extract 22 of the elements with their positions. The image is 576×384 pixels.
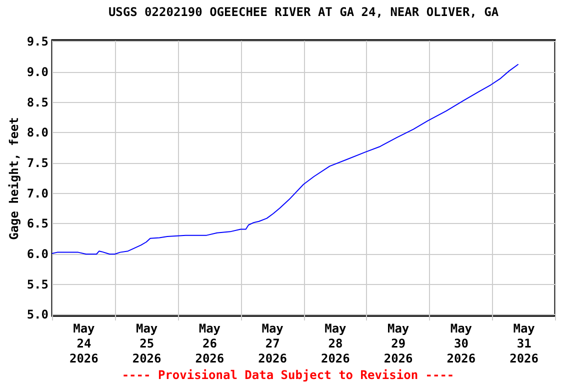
y-tick-label: 7.0 (26, 186, 48, 200)
x-tick-label: May 29 2026 (384, 322, 413, 366)
x-tick-label: May 31 2026 (510, 322, 539, 366)
y-tick-label: 6.5 (26, 216, 48, 231)
x-tick-label: May 26 2026 (195, 322, 224, 366)
text: ---- Provisional Data Subject to Revision ---- (120, 368, 456, 382)
y-tick-label: 9.5 (26, 34, 48, 49)
y-tick-label: 5.0 (26, 308, 48, 322)
y-tick-label: 8.5 (26, 95, 48, 110)
chart-title: USGS 02202190 OGEECHEE RIVER AT GA 24, NEAR OLIVER, GA (108, 5, 500, 20)
y-tick-label: 9.0 (26, 65, 48, 80)
y-tick-label: 8.0 (26, 126, 48, 140)
line-series (52, 64, 519, 255)
x-tick-label: May 28 2026 (320, 322, 350, 366)
x-tick-label: May 25 2026 (132, 322, 162, 366)
y-axis-title: Gage height, feet (6, 117, 21, 240)
x-tick-label: May 27 2026 (258, 322, 288, 366)
y-tick-label: 6.0 (26, 247, 48, 262)
x-tick-label: May 24 2026 (69, 322, 98, 366)
y-tick-label: 5.5 (26, 277, 48, 292)
x-tick-label: May 30 2026 (446, 322, 476, 366)
y-tick-label: 7.5 (26, 156, 48, 170)
